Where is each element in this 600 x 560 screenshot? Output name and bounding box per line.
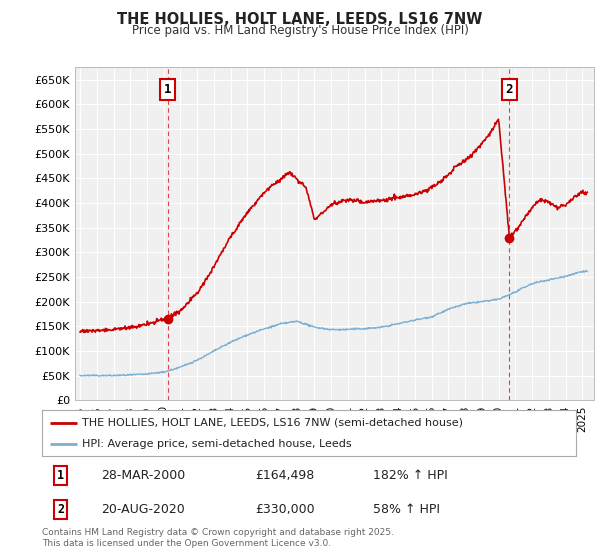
Text: 20-AUG-2020: 20-AUG-2020 [101, 503, 184, 516]
Text: 2: 2 [57, 503, 64, 516]
Text: 1: 1 [164, 83, 172, 96]
Text: 1: 1 [57, 469, 64, 482]
Text: Contains HM Land Registry data © Crown copyright and database right 2025.
This d: Contains HM Land Registry data © Crown c… [42, 528, 394, 548]
Text: THE HOLLIES, HOLT LANE, LEEDS, LS16 7NW: THE HOLLIES, HOLT LANE, LEEDS, LS16 7NW [118, 12, 482, 27]
Text: £164,498: £164,498 [256, 469, 315, 482]
Text: 2: 2 [506, 83, 513, 96]
Text: 28-MAR-2000: 28-MAR-2000 [101, 469, 185, 482]
Text: Price paid vs. HM Land Registry's House Price Index (HPI): Price paid vs. HM Land Registry's House … [131, 24, 469, 37]
Text: THE HOLLIES, HOLT LANE, LEEDS, LS16 7NW (semi-detached house): THE HOLLIES, HOLT LANE, LEEDS, LS16 7NW … [82, 418, 463, 428]
Text: 182% ↑ HPI: 182% ↑ HPI [373, 469, 448, 482]
Text: £330,000: £330,000 [256, 503, 315, 516]
Text: 58% ↑ HPI: 58% ↑ HPI [373, 503, 440, 516]
Text: HPI: Average price, semi-detached house, Leeds: HPI: Average price, semi-detached house,… [82, 439, 352, 449]
